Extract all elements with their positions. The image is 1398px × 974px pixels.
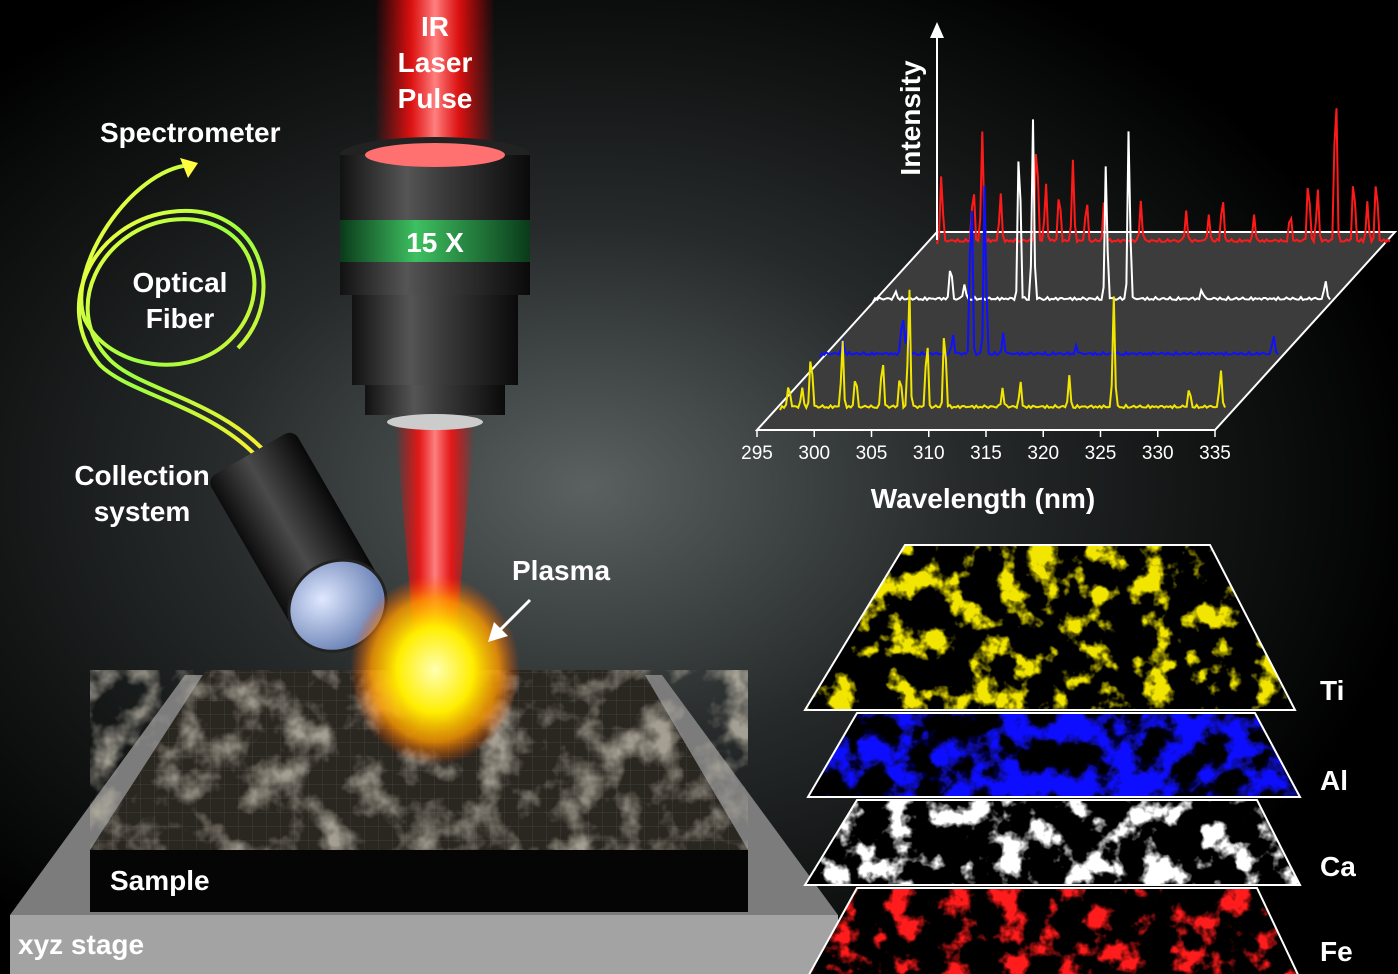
stage-label: xyz stage bbox=[18, 929, 144, 960]
collection-label: Collection bbox=[74, 460, 209, 491]
x-tick-label: 295 bbox=[741, 443, 773, 464]
map-label: Al bbox=[1320, 765, 1348, 796]
plasma-label: Plasma bbox=[512, 555, 610, 586]
laser-label: Laser bbox=[398, 47, 473, 78]
y-axis-label: Intensity bbox=[895, 60, 926, 176]
collection-label: system bbox=[94, 496, 191, 527]
x-tick-label: 305 bbox=[856, 443, 888, 464]
fiber-label: Fiber bbox=[146, 303, 215, 334]
x-tick-label: 315 bbox=[970, 443, 1002, 464]
spectrometer-label: Spectrometer bbox=[100, 117, 281, 148]
x-ticks: 295 300 305 310 315 320 325 330 335 bbox=[741, 430, 1231, 464]
x-tick-label: 330 bbox=[1142, 443, 1174, 464]
plasma bbox=[350, 575, 520, 765]
objective bbox=[340, 137, 530, 430]
x-tick-label: 300 bbox=[798, 443, 830, 464]
x-tick-label: 325 bbox=[1085, 443, 1117, 464]
map-label: Ti bbox=[1320, 675, 1344, 706]
objective-label: 15 X bbox=[406, 227, 464, 258]
x-tick-label: 320 bbox=[1027, 443, 1059, 464]
map-label: Ca bbox=[1320, 851, 1356, 882]
x-axis-label: Wavelength (nm) bbox=[871, 483, 1096, 514]
map-label: Fe bbox=[1320, 936, 1353, 967]
sample-label: Sample bbox=[110, 865, 210, 896]
x-tick-label: 310 bbox=[913, 443, 945, 464]
scene: xyz stage Sample IR Laser Pulse 15 X Spe… bbox=[0, 0, 1398, 974]
laser-label: Pulse bbox=[398, 83, 473, 114]
fiber-label: Optical bbox=[133, 267, 228, 298]
laser-label: IR bbox=[421, 11, 449, 42]
x-tick-label: 335 bbox=[1199, 443, 1231, 464]
